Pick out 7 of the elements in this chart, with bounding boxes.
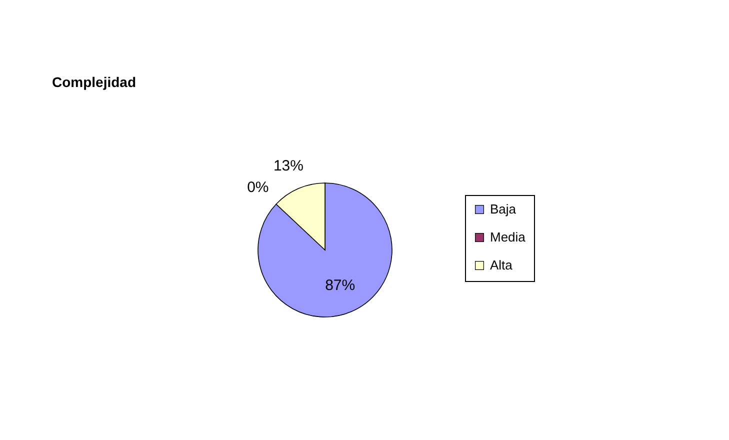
data-label: 87% [325, 276, 356, 294]
legend-label: Media [490, 230, 526, 244]
text: 0% [247, 179, 269, 196]
data-label: 13% [273, 158, 304, 175]
legend-label: Alta [490, 258, 514, 272]
text: Complejidad [52, 74, 136, 90]
legend-label: Baja [490, 202, 517, 216]
